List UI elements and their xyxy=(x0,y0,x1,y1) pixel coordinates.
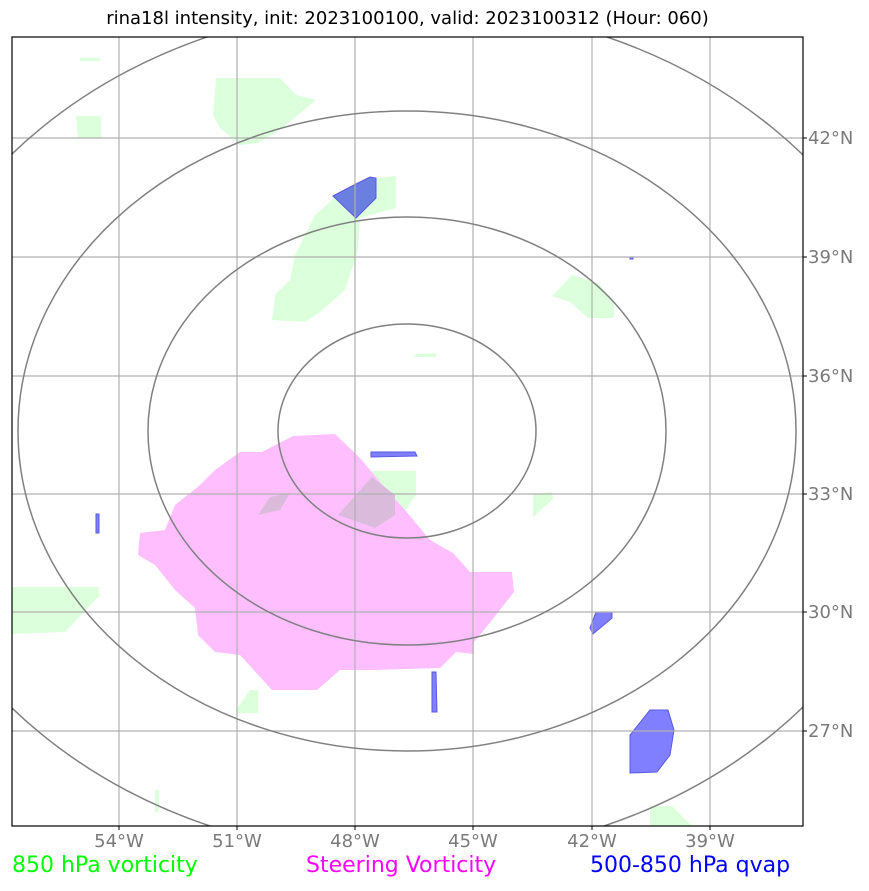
vorticity-area xyxy=(533,492,553,517)
range-ring xyxy=(17,110,797,752)
map-title: rina18l intensity, init: 2023100100, val… xyxy=(106,8,709,29)
overlap-areas xyxy=(258,477,395,528)
overlap-area xyxy=(338,477,395,528)
range-ring xyxy=(12,37,803,826)
qvap-area xyxy=(95,513,100,534)
lon-label: 54°W xyxy=(94,831,144,852)
gridlines xyxy=(12,37,803,826)
lat-label: 30°N xyxy=(808,602,853,623)
lon-label: 48°W xyxy=(330,831,380,852)
vorticity-area xyxy=(76,116,101,138)
qvap-area xyxy=(431,671,438,713)
range-rings xyxy=(12,37,803,826)
vorticity-area xyxy=(272,176,396,322)
lon-label: 42°W xyxy=(567,831,617,852)
vorticity-area xyxy=(80,58,100,61)
lat-label: 33°N xyxy=(808,484,853,505)
vorticity-area xyxy=(650,806,692,826)
steering-vorticity-area xyxy=(138,434,514,690)
range-ring xyxy=(277,323,537,539)
tick-marks xyxy=(118,137,807,830)
vorticity-area xyxy=(12,587,100,634)
qvap-area xyxy=(629,709,675,774)
overlap-area xyxy=(258,493,290,515)
qvap-area xyxy=(589,611,613,635)
legend-steering-vorticity: Steering Vorticity xyxy=(306,853,497,878)
vorticity-area xyxy=(236,690,258,713)
lat-label: 36°N xyxy=(808,366,853,387)
vorticity-area xyxy=(213,78,316,145)
lat-label: 39°N xyxy=(808,247,853,268)
vorticity-areas xyxy=(12,58,692,826)
latitude-labels: 42°N 39°N 36°N 33°N 30°N 27°N xyxy=(808,128,853,742)
qvap-area xyxy=(370,451,418,458)
legend-vorticity: 850 hPa vorticity xyxy=(12,853,198,878)
lon-label: 45°W xyxy=(448,831,498,852)
longitude-labels: 54°W 51°W 48°W 45°W 42°W 39°W xyxy=(94,831,735,852)
range-ring xyxy=(147,216,667,646)
lat-label: 42°N xyxy=(808,128,853,149)
vorticity-area xyxy=(415,353,436,357)
lon-label: 51°W xyxy=(212,831,262,852)
vorticity-area xyxy=(155,790,159,812)
map-frame xyxy=(11,36,804,827)
lon-label: 39°W xyxy=(685,831,735,852)
lat-label: 27°N xyxy=(808,721,853,742)
map-plot-area xyxy=(12,37,803,826)
vorticity-area xyxy=(552,275,614,318)
legend-qvap: 500-850 hPa qvap xyxy=(590,853,791,878)
